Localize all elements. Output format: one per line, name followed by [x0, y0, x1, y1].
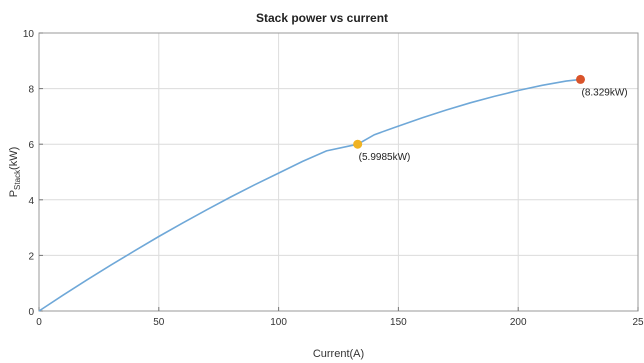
annotations: (5.9985kW) (8.329kW)	[353, 74, 628, 163]
y-tick-label: 8	[28, 85, 34, 96]
y-tick-label: 0	[28, 307, 34, 318]
y-axis-label-unit: (kW)	[8, 147, 20, 170]
annotation-label: (5.9985kW)	[359, 152, 411, 163]
y-tick-label: 10	[23, 29, 35, 40]
annotation-marker	[575, 74, 585, 84]
y-tick-label: 2	[28, 251, 34, 262]
chart-title: Stack power vs current	[256, 11, 388, 25]
y-axis-label-subscript: Stack	[13, 169, 22, 190]
annotation-label: (8.329kW)	[581, 87, 627, 98]
x-tick-label: 50	[153, 317, 165, 328]
y-axis-label: PStack(kW)	[8, 147, 22, 198]
plot-frame	[38, 32, 639, 312]
y-axis-label-symbol: P	[8, 190, 20, 197]
y-tick-label: 6	[28, 140, 34, 151]
x-tick-label: 150	[390, 317, 407, 328]
x-tick-label: 200	[510, 317, 527, 328]
series-line	[38, 78, 581, 312]
x-tick-label: 0	[36, 317, 42, 328]
annotation-marker	[353, 139, 363, 149]
y-tick-label: 4	[28, 196, 34, 207]
x-axis-label: Current(A)	[313, 348, 364, 360]
grid	[38, 32, 639, 312]
x-tick-label: 100	[270, 317, 287, 328]
x-tick-label: 25	[632, 317, 644, 328]
